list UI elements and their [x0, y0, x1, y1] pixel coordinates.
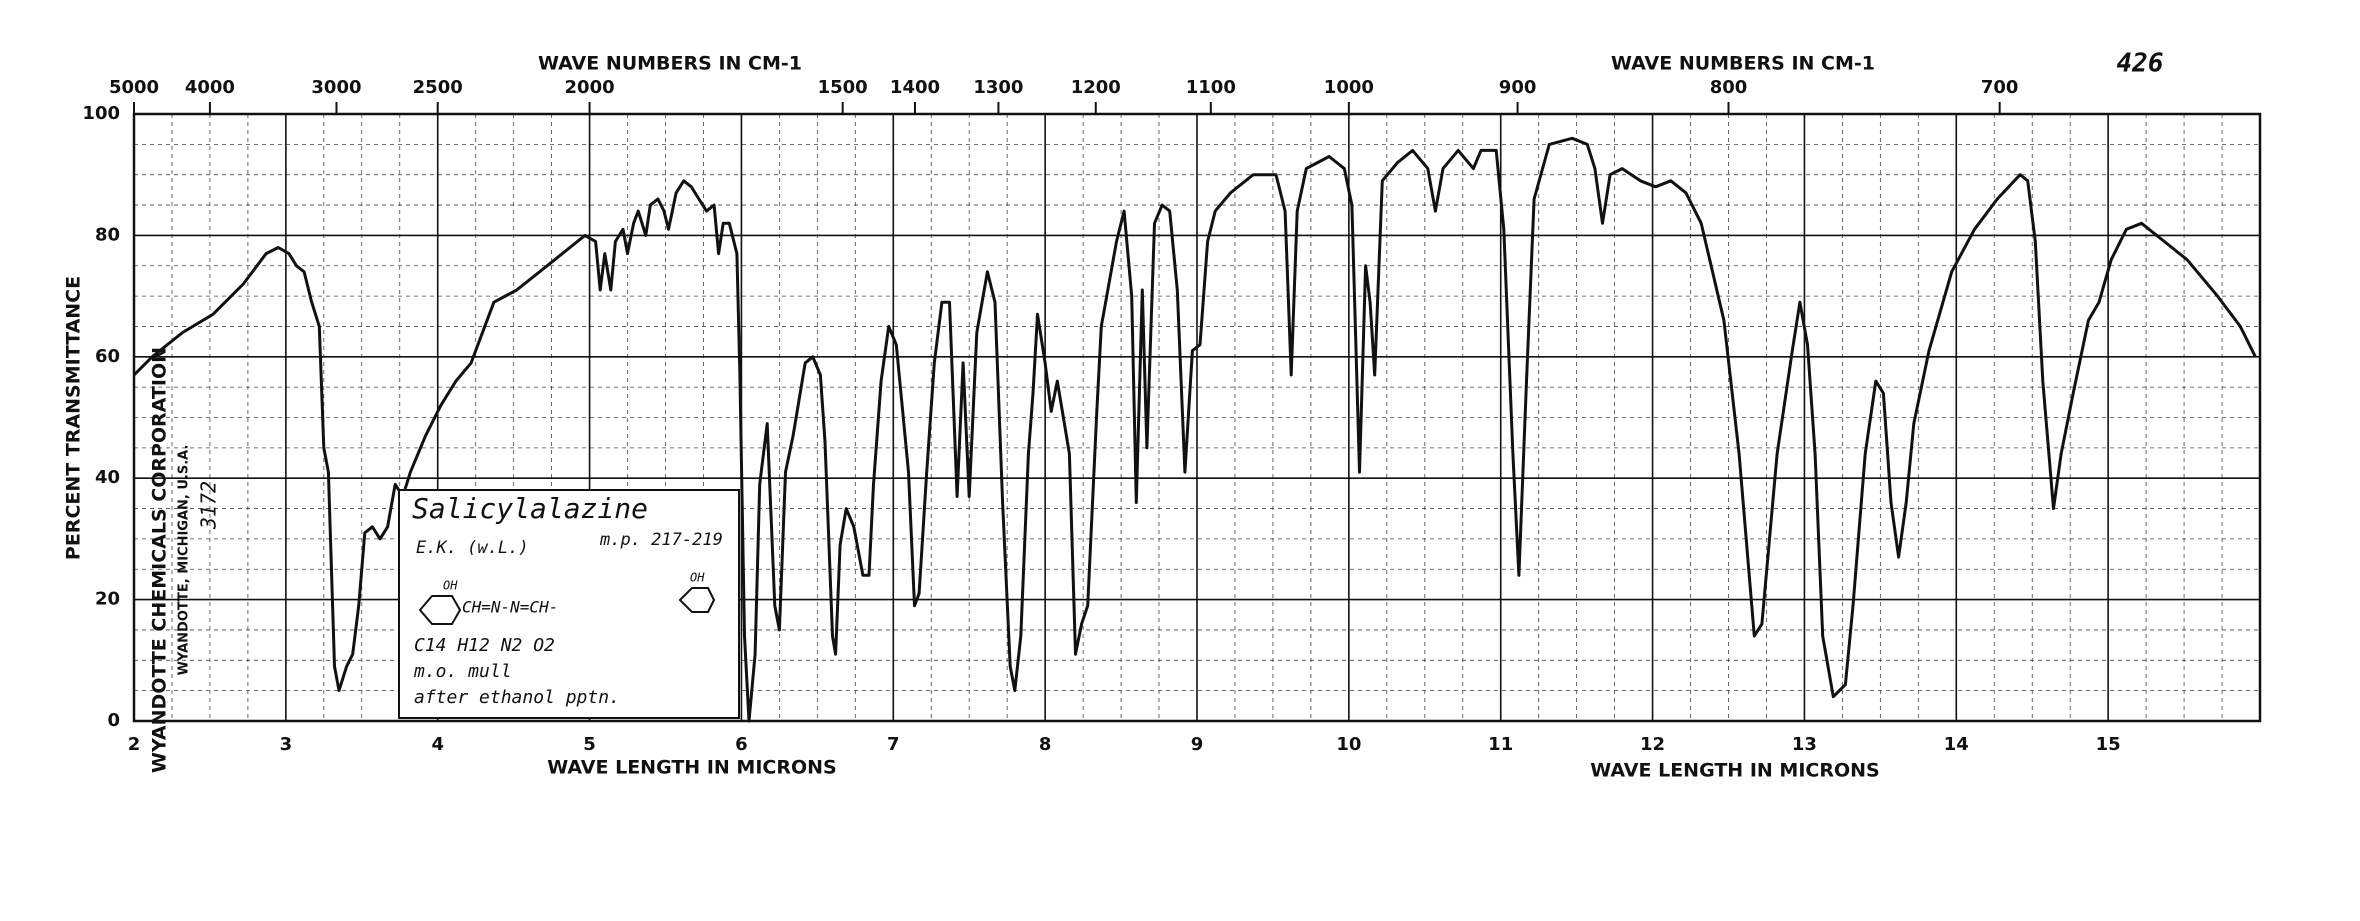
- x-tick-label: 2: [128, 734, 141, 755]
- x-tick-label: 7: [887, 734, 900, 755]
- x2-tick-label: 1300: [973, 77, 1023, 98]
- company-address: WYANDOTTE, MICHIGAN, U.S.A.: [177, 445, 192, 676]
- x-tick-label: 9: [1191, 734, 1204, 755]
- y-axis-label: PERCENT TRANSMITTANCE: [63, 276, 85, 560]
- x-tick-label: 3: [280, 734, 293, 755]
- y-tick-label: 20: [95, 589, 120, 610]
- y-tick-label: 0: [107, 710, 120, 731]
- x2-tick-label: 5000: [109, 77, 159, 98]
- x-tick-label: 11: [1488, 734, 1513, 755]
- y-tick-label: 80: [95, 224, 120, 245]
- x2-tick-label: 2000: [565, 77, 615, 98]
- x-tick-label: 13: [1792, 734, 1817, 755]
- compound-name: Salicylalazine: [412, 492, 648, 525]
- x-tick-label: 6: [735, 734, 748, 755]
- benzene-ring: [678, 587, 716, 613]
- x2-tick-label: 1400: [890, 77, 940, 98]
- benzene-ring: [418, 595, 462, 625]
- company-name: WYANDOTTE CHEMICALS CORPORATION: [149, 347, 171, 773]
- x-tick-label: 12: [1640, 734, 1665, 755]
- x2-tick-label: 2500: [413, 77, 463, 98]
- grid: 0 20 40 60 80 100 2 3 4 5 6 7 8 9 10 11 12 13 14 15 5000 4000…: [82, 77, 2262, 755]
- x-tick-label: 5: [583, 734, 596, 755]
- y-tick-label: 60: [95, 346, 120, 367]
- spectrum-id: 3172: [197, 481, 221, 530]
- y-tick-label: 100: [82, 103, 120, 124]
- x2-tick-label: 1200: [1071, 77, 1121, 98]
- operator: E.K. (w.L.): [416, 538, 529, 558]
- x-tick-label: 14: [1944, 734, 1969, 755]
- x2-axis-label: WAVE NUMBERS IN CM-1: [1611, 53, 1875, 75]
- x2-tick-label: 1000: [1324, 77, 1374, 98]
- x-tick-label: 10: [1336, 734, 1361, 755]
- x2-tick-label: 900: [1499, 77, 1537, 98]
- x2-tick-label: 1100: [1186, 77, 1236, 98]
- preparation: m.o. mull: [413, 661, 512, 682]
- x-axis-label: WAVE LENGTH IN MICRONS: [1590, 760, 1879, 782]
- plot-frame: [132, 112, 2262, 723]
- x-tick-label: 4: [431, 734, 444, 755]
- preparation: after ethanol pptn.: [414, 687, 620, 708]
- formula-chain: CH=N-N=CH-: [462, 598, 558, 617]
- chart-number: 426: [2117, 49, 2164, 79]
- x2-tick-label: 1500: [818, 77, 868, 98]
- x-tick-label: 15: [2096, 734, 2121, 755]
- spectrum-line: [132, 136, 2257, 723]
- x-tick-label: 8: [1039, 734, 1052, 755]
- x2-tick-label: 3000: [311, 77, 361, 98]
- x2-tick-label: 4000: [185, 77, 235, 98]
- y-tick-label: 40: [95, 467, 120, 488]
- x2-axis-label: WAVE NUMBERS IN CM-1: [538, 53, 802, 75]
- melting-point: m.p. 217-219: [599, 530, 723, 550]
- molecular-formula: C14 H12 N2 O2: [414, 635, 555, 656]
- marks: [132, 136, 2257, 723]
- formula-group: OH: [690, 571, 705, 585]
- formula-group: OH: [443, 579, 458, 593]
- x2-tick-label: 800: [1710, 77, 1748, 98]
- x-axis-label: WAVE LENGTH IN MICRONS: [547, 757, 836, 779]
- x2-tick-label: 700: [1981, 77, 2019, 98]
